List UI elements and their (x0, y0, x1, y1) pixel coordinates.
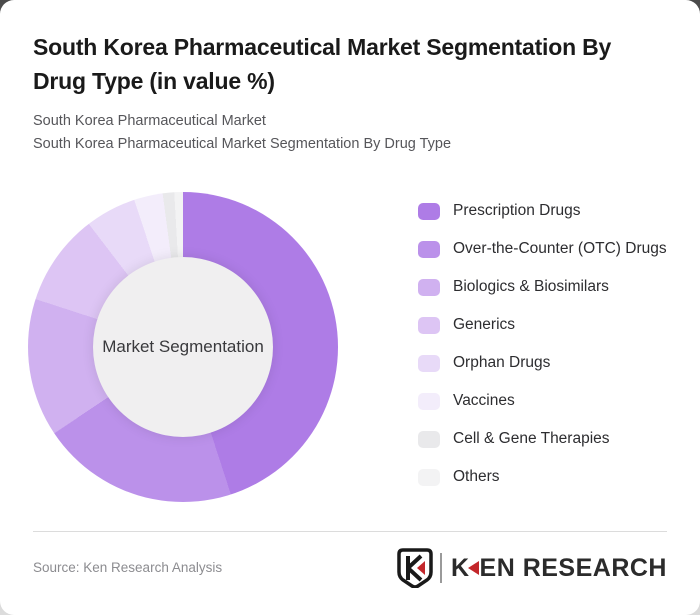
logo-wordmark: K EN RESEARCH (451, 554, 667, 583)
legend-item: Biologics & Biosimilars (418, 276, 667, 298)
legend-swatch (418, 430, 440, 448)
legend-label: Others (453, 468, 500, 485)
subtitle-segmentation: South Korea Pharmaceutical Market Segmen… (33, 136, 452, 152)
logo-wordmark-rest: EN RESEARCH (479, 553, 667, 582)
footer-divider (33, 531, 667, 532)
logo-red-arrow-icon (467, 561, 479, 575)
subtitle-market: South Korea Pharmaceutical Market (33, 113, 266, 129)
legend-label: Generics (453, 316, 516, 333)
legend-swatch (418, 202, 440, 220)
legend-label: Over-the-Counter (OTC) Drugs (453, 240, 667, 257)
legend-item: Others (418, 466, 667, 488)
legend-label: Vaccines (453, 392, 515, 409)
legend-swatch (418, 240, 440, 258)
logo-shield-icon (397, 548, 433, 588)
logo-wordmark-k: K (450, 553, 470, 582)
donut-chart: Market Segmentation (28, 192, 338, 502)
legend-swatch (418, 278, 440, 296)
legend-item: Cell & Gene Therapies (418, 428, 667, 450)
legend-swatch (418, 354, 440, 372)
legend-swatch (418, 316, 440, 334)
legend-label: Orphan Drugs (453, 354, 551, 371)
page-title: South Korea Pharmaceutical Market Segmen… (33, 34, 612, 94)
ken-research-logo: K EN RESEARCH (397, 548, 667, 588)
legend-label: Prescription Drugs (453, 202, 581, 219)
legend-item: Orphan Drugs (418, 352, 667, 374)
logo-separator (439, 553, 442, 583)
chart-legend: Prescription Drugs Over-the-Counter (OTC)… (418, 200, 667, 488)
source-text: Source: Ken Research Analysis (33, 560, 223, 575)
donut-hole: Market Segmentation (93, 257, 273, 437)
legend-item: Prescription Drugs (418, 200, 667, 222)
legend-item: Generics (418, 314, 667, 336)
legend-label: Cell & Gene Therapies (453, 430, 610, 447)
donut-center-label: Market Segmentation (102, 337, 264, 356)
legend-item: Vaccines (418, 390, 667, 412)
legend-label: Biologics & Biosimilars (453, 278, 609, 295)
legend-swatch (418, 392, 440, 410)
legend-swatch (418, 468, 440, 486)
legend-item: Over-the-Counter (OTC) Drugs (418, 238, 667, 260)
